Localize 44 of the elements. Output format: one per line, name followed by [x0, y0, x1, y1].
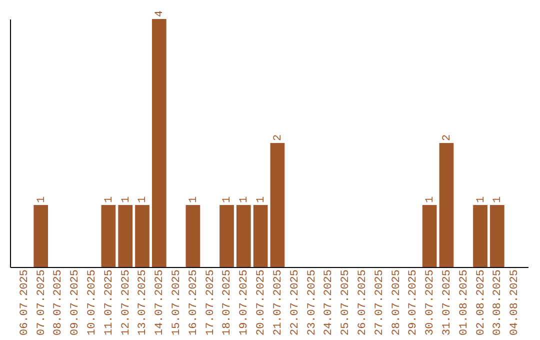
- x-tick-label: 11.07.2025: [103, 270, 116, 336]
- x-tick-label: 06.07.2025: [18, 270, 31, 336]
- x-tick-label: 08.07.2025: [52, 270, 65, 336]
- x-tick-label: 17.07.2025: [204, 270, 217, 336]
- data-label: 1: [475, 196, 488, 203]
- x-tick-label: 03.08.2025: [492, 270, 504, 336]
- data-label: 1: [36, 196, 48, 203]
- data-label: 2: [441, 134, 454, 141]
- data-label: 1: [222, 196, 234, 203]
- x-tick-label: 09.07.2025: [70, 270, 82, 336]
- x-tick-label: 13.07.2025: [137, 270, 150, 336]
- x-tick-label: 29.07.2025: [408, 270, 420, 336]
- x-tick-label: 02.08.2025: [475, 270, 488, 336]
- data-label: 1: [492, 196, 504, 203]
- x-tick-label: 24.07.2025: [323, 270, 336, 336]
- x-tick-label: 07.07.2025: [36, 270, 48, 336]
- x-tick-label: 04.08.2025: [509, 270, 522, 336]
- data-label: 2: [272, 134, 284, 141]
- x-tick-label: 15.07.2025: [171, 270, 184, 336]
- x-tick-label: 26.07.2025: [356, 270, 369, 336]
- x-tick-label: 12.07.2025: [120, 270, 132, 336]
- data-label: 1: [256, 196, 268, 203]
- data-label: 1: [238, 196, 251, 203]
- x-tick-label: 20.07.2025: [256, 270, 268, 336]
- data-label: 1: [137, 196, 150, 203]
- data-label: 1: [120, 196, 132, 203]
- x-tick-label: 23.07.2025: [306, 270, 318, 336]
- x-tick-label: 18.07.2025: [222, 270, 234, 336]
- x-tick-label: 19.07.2025: [238, 270, 251, 336]
- x-tick-label: 10.07.2025: [86, 270, 99, 336]
- x-tick-label: 01.08.2025: [458, 270, 470, 336]
- x-tick-label: 22.07.2025: [289, 270, 302, 336]
- x-tick-label: 25.07.2025: [340, 270, 352, 336]
- data-label: 1: [188, 196, 200, 203]
- x-tick-label: 14.07.2025: [154, 270, 166, 336]
- x-tick-label: 28.07.2025: [390, 270, 403, 336]
- x-tick-label: 21.07.2025: [272, 270, 284, 336]
- x-tick-label: 27.07.2025: [374, 270, 386, 336]
- data-label: 1: [103, 196, 116, 203]
- x-tick-label: 31.07.2025: [441, 270, 454, 336]
- data-label: 4: [154, 10, 166, 17]
- x-tick-label: 16.07.2025: [188, 270, 200, 336]
- x-tick-label: 30.07.2025: [424, 270, 437, 336]
- data-label: 1: [424, 196, 437, 203]
